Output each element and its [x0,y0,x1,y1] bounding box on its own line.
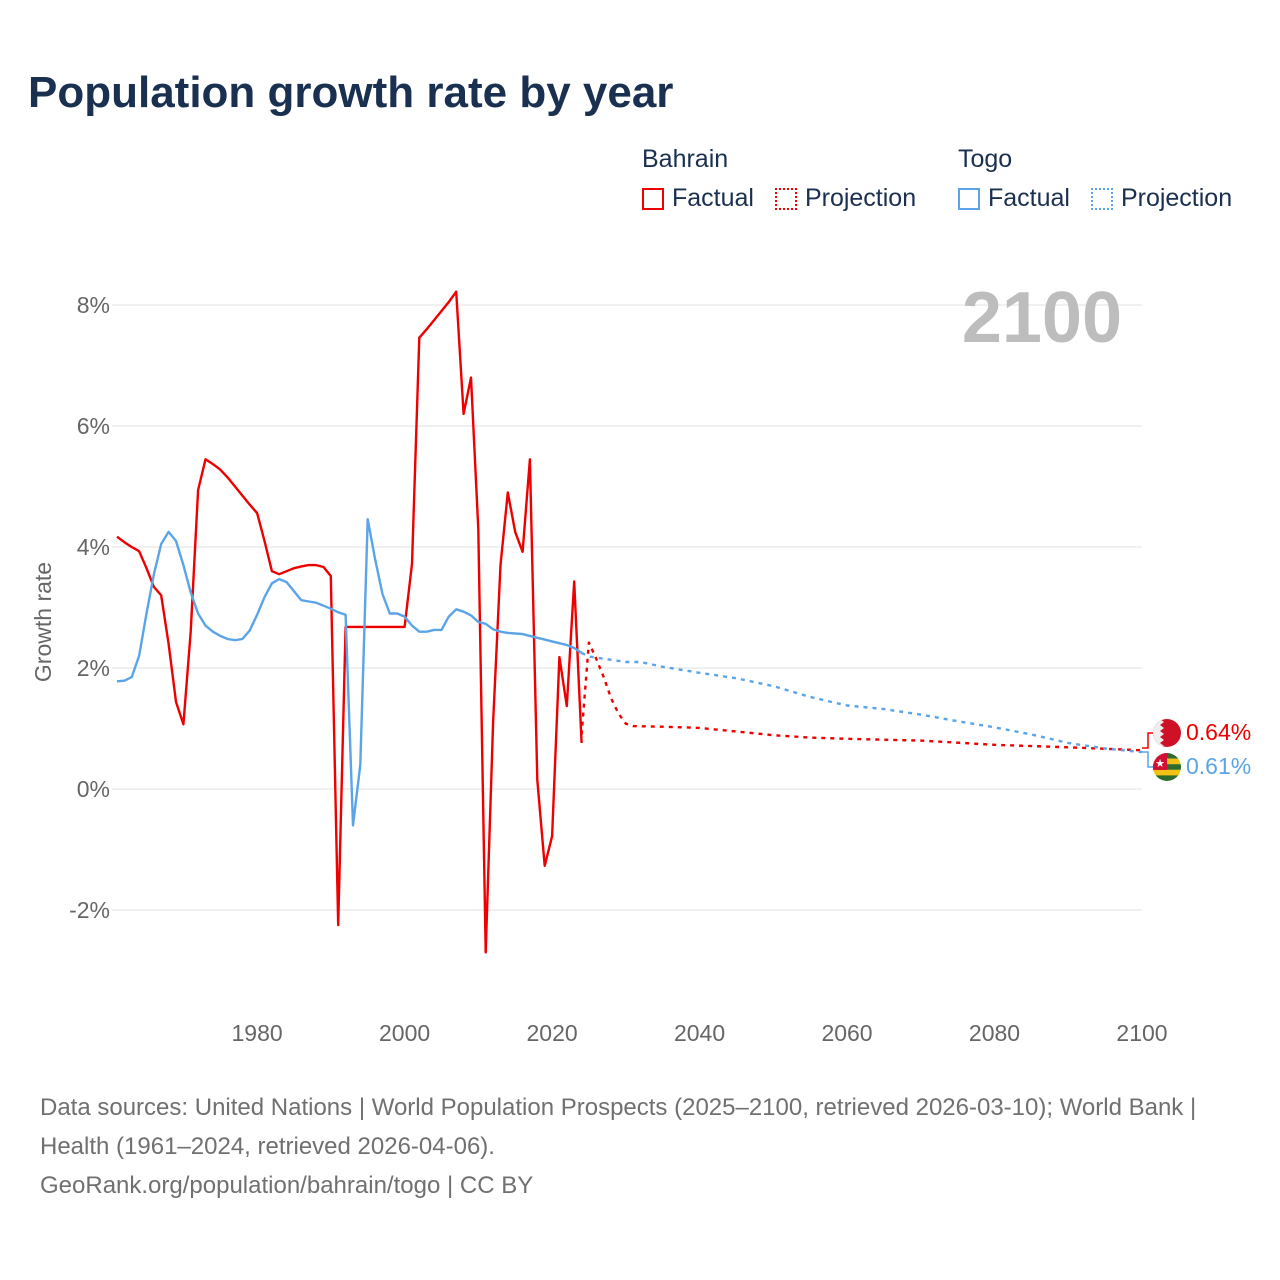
connector-togo [1142,751,1154,768]
flag-body [1153,719,1181,747]
legend-label: Factual [988,184,1070,212]
legend-label: Factual [672,184,754,212]
x-tick-label: 2080 [969,1020,1020,1046]
togo-flag-icon: ★ [1153,753,1181,781]
legend-group-name: Togo [958,145,1013,173]
chart-title: Population growth rate by year [28,68,674,117]
x-tick-label: 2040 [674,1020,725,1046]
flag-body: ★ [1153,753,1181,781]
end-label-bahrain: 0.64% [1186,719,1251,745]
footer: Data sources: United Nations | World Pop… [40,1088,1240,1205]
y-axis-label: Growth rate [30,562,56,682]
legend-item-togo-factual[interactable]: Factual [958,184,1070,213]
legend-group-name: Bahrain [642,145,729,173]
legend-item-bahrain-factual[interactable]: Factual [642,184,754,213]
flag-star: ★ [1155,758,1165,770]
x-tick-label: 2100 [1116,1020,1167,1046]
series-line-togo-projection [581,651,1143,754]
dotted-swatch-icon [1090,187,1113,210]
x-tick-label: 2000 [379,1020,430,1046]
data-sources: Data sources: United Nations | World Pop… [40,1094,1197,1160]
y-tick-label: -2% [69,897,110,923]
series-line-bahrain-projection [580,641,1143,752]
solid-swatch-icon [642,187,664,210]
flag-stripe [1153,769,1181,776]
y-tick-label: 4% [77,534,110,560]
bahrain-flag-icon [1153,719,1181,747]
legend-item-togo-projection[interactable]: Projection [1090,184,1233,213]
y-tick-label: 2% [77,655,110,681]
flag-stripe [1153,775,1181,781]
flag-white [1153,719,1164,747]
legend-group-bahrain: Bahrain Factual Projection [642,145,930,217]
legend-group-togo: Togo Factual Projection [958,145,1232,217]
legend-item-bahrain-projection[interactable]: Projection [774,184,917,213]
legend-label: Projection [1120,184,1233,212]
connector-bahrain [1142,732,1154,749]
x-tick-label: 2060 [821,1020,872,1046]
y-tick-label: 0% [77,776,110,802]
series-line-togo-factual [116,518,583,827]
y-tick-label: 6% [77,413,110,439]
credit-link[interactable]: GeoRank.org/population/bahrain/togo | CC… [40,1172,534,1199]
legend-label: Projection [804,184,917,212]
y-tick-label: 8% [77,292,110,318]
year-label: 2100 [962,278,1122,358]
end-label-togo: 0.61% [1186,753,1251,779]
series-line-bahrain-factual [116,290,583,954]
x-tick-label: 1980 [232,1020,283,1046]
x-tick-label: 2020 [526,1020,577,1046]
line-chart: -2% 0% 2% 4% 6% 8% 1980 2000 2020 2040 2060 2080 210… [30,278,1251,1046]
dotted-swatch-icon [774,187,797,210]
solid-swatch-icon [958,187,980,210]
